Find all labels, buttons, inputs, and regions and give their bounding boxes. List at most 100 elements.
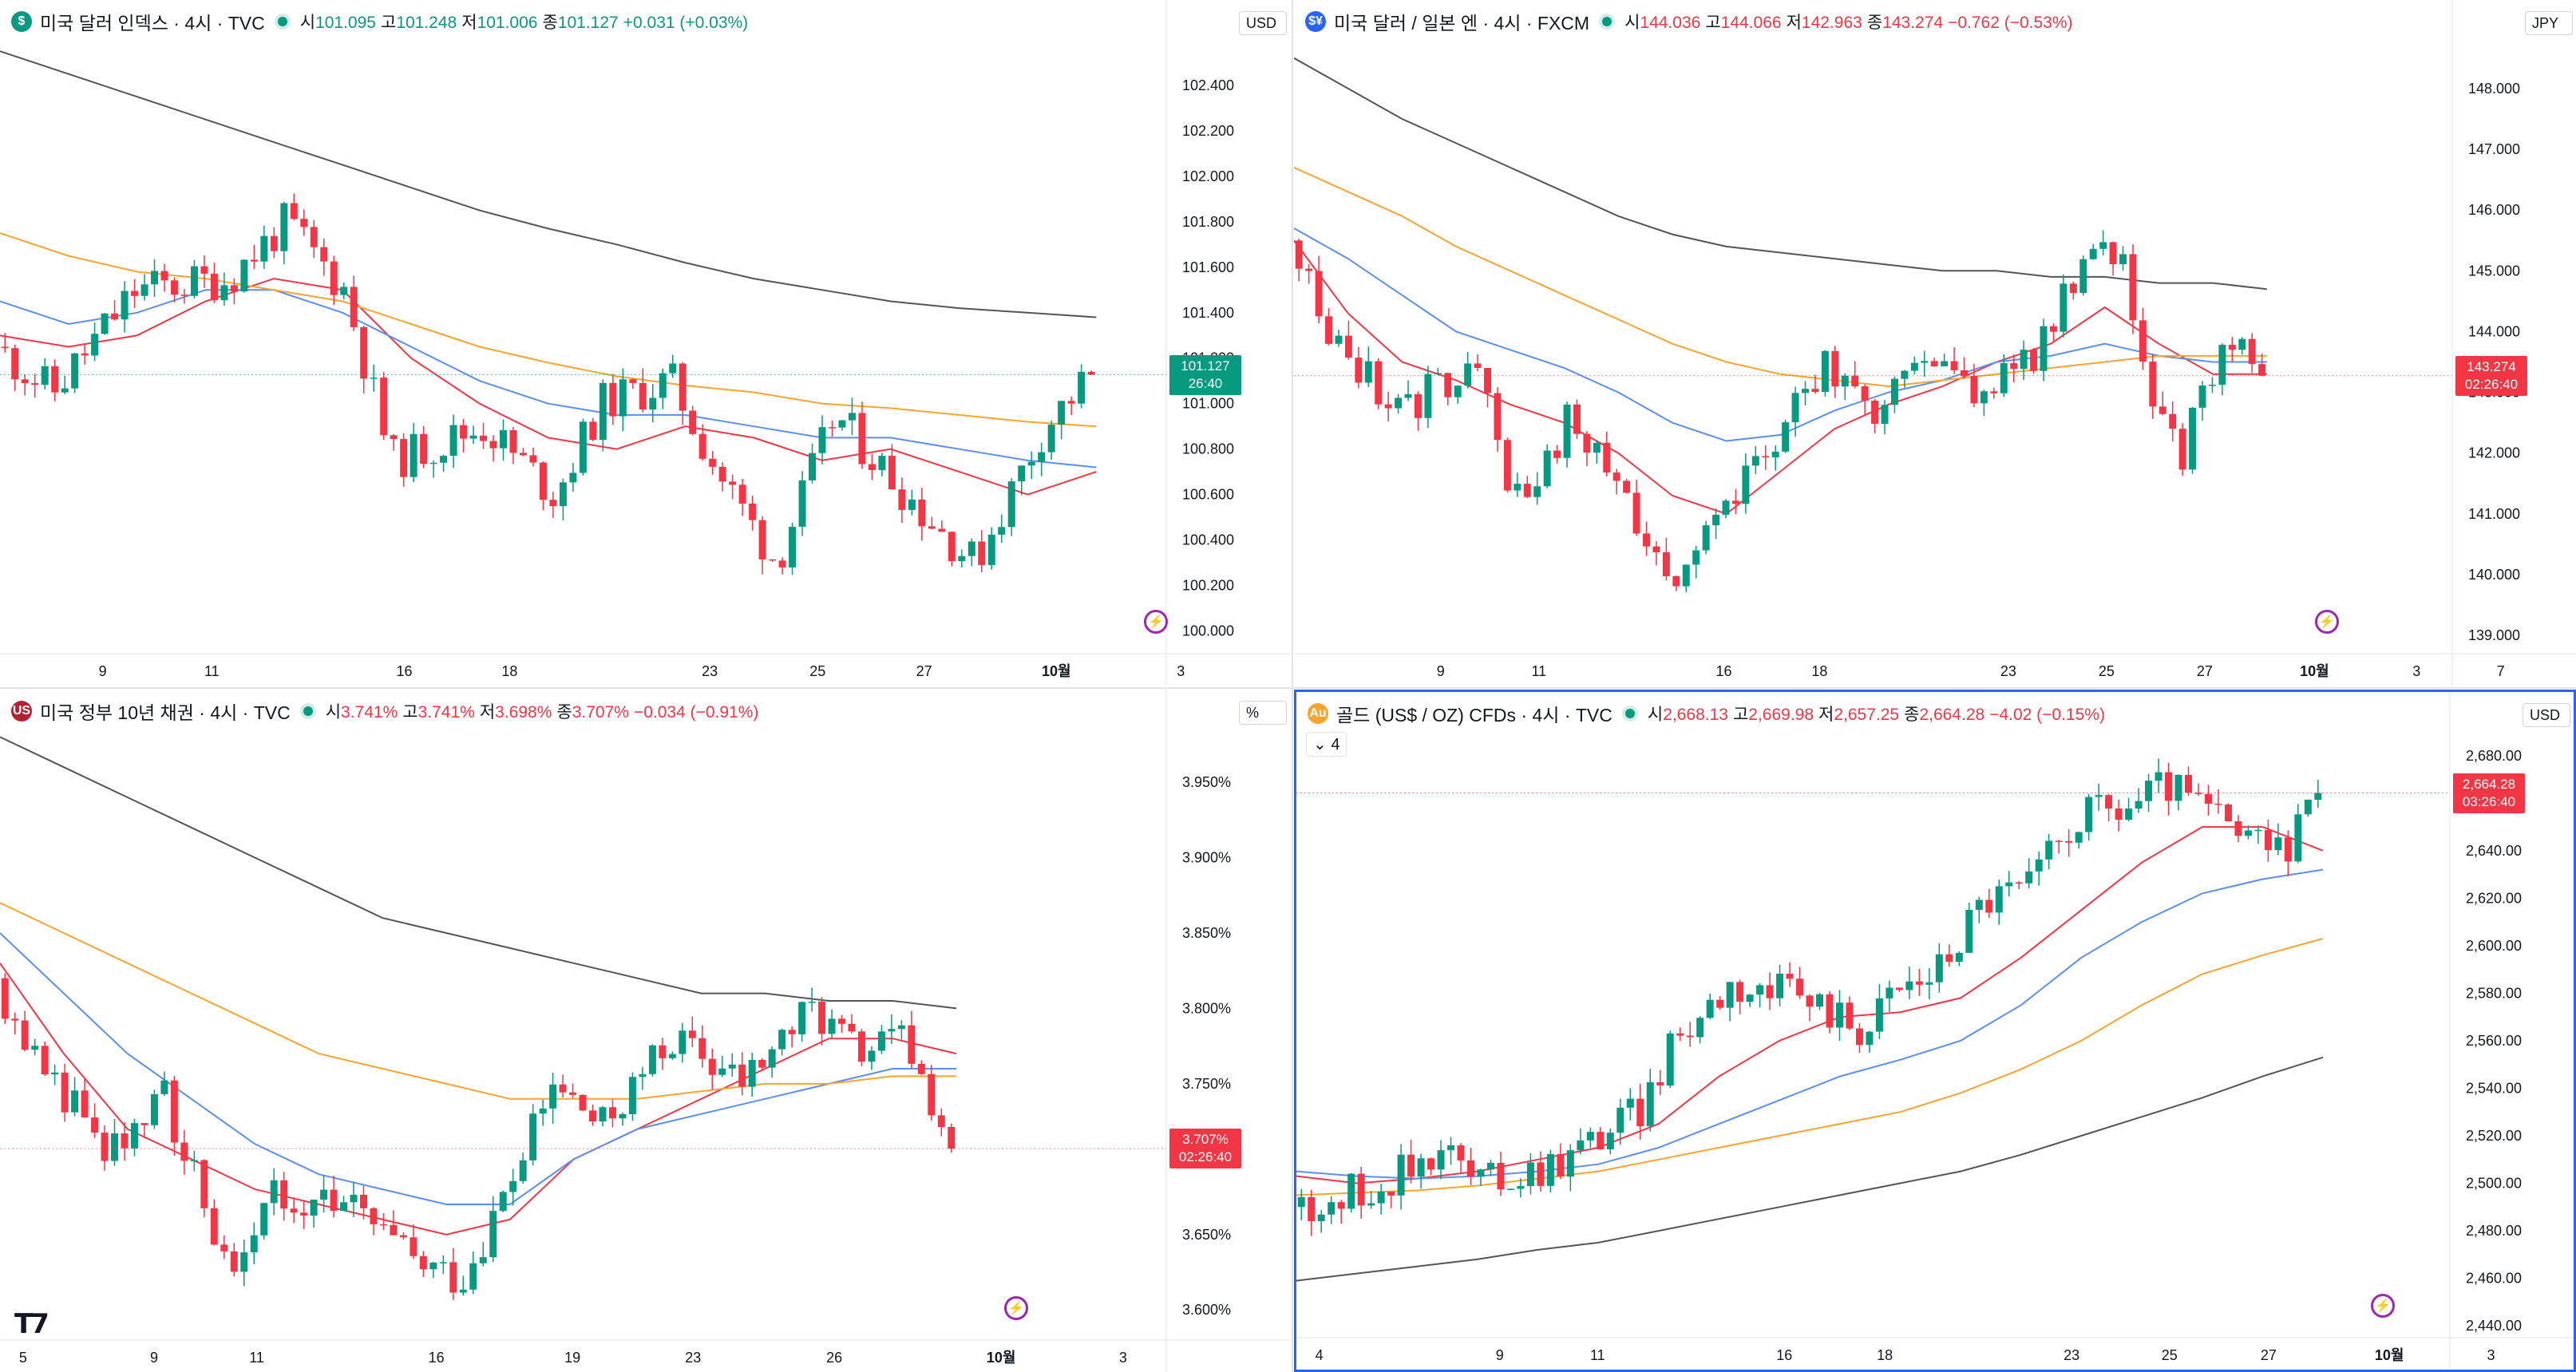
candle-body bbox=[71, 353, 79, 389]
candle-body bbox=[529, 1113, 537, 1160]
candle-body bbox=[250, 259, 258, 262]
chart-pane-gold[interactable]: Au 골드 (US$ / OZ) CFDs · 4시 · TVC 시2,668.13… bbox=[1294, 690, 2576, 1372]
candle-body bbox=[987, 534, 995, 565]
time-tick-label: 3 bbox=[2487, 1347, 2495, 1363]
chart-canvas[interactable]: 2,680.002,660.002,640.002,620.002,600.00… bbox=[1296, 692, 2574, 1370]
tradingview-logo-icon[interactable]: T7 bbox=[14, 1308, 49, 1340]
candle-body bbox=[220, 285, 228, 301]
candle-body bbox=[2095, 795, 2103, 797]
time-tick-label: 9 bbox=[150, 1350, 158, 1366]
candle-body bbox=[668, 1054, 676, 1058]
candle-body bbox=[679, 363, 687, 411]
candle-body bbox=[360, 1194, 367, 1208]
candle-body bbox=[1941, 361, 1949, 367]
candle-body bbox=[420, 433, 428, 465]
candle-body bbox=[798, 1002, 806, 1034]
candle-body bbox=[2228, 344, 2236, 350]
bar-countdown-timer: 02:26:40 bbox=[2464, 376, 2519, 392]
candle-body bbox=[130, 1123, 138, 1149]
time-tick-label: 23 bbox=[2000, 663, 2016, 679]
candle-body bbox=[639, 1073, 647, 1077]
candle-body bbox=[688, 1030, 696, 1038]
candle-body bbox=[51, 366, 59, 393]
candle-body bbox=[1543, 450, 1551, 487]
ohlc-o-label: 시 bbox=[325, 703, 342, 722]
ohlc-l-label: 저 bbox=[479, 703, 496, 722]
price-tick-label: 101.400 bbox=[1182, 305, 1234, 321]
candle-body bbox=[340, 1202, 348, 1211]
candle-body bbox=[1546, 1154, 1554, 1186]
candle-body bbox=[200, 266, 208, 274]
time-tick-label: 4 bbox=[1316, 1347, 1324, 1363]
currency-selector[interactable]: USD bbox=[2523, 703, 2570, 727]
vertical-divider[interactable] bbox=[1292, 0, 1293, 1372]
legend: $ 미국 달러 인덱스 · 4시 · TVC 시101.095 고101.248 저10… bbox=[11, 8, 753, 35]
candle-body bbox=[2055, 840, 2063, 842]
candle-body bbox=[240, 259, 248, 292]
ohlc-c: 101.127 bbox=[557, 14, 619, 32]
lightning-icon[interactable]: ⚡ bbox=[1004, 1296, 1029, 1320]
candle-body bbox=[1297, 1196, 1305, 1208]
chart-pane-dxy[interactable]: $ 미국 달러 인덱스 · 4시 · TVC 시101.095 고101.248 저10… bbox=[0, 0, 1290, 686]
currency-selector[interactable]: JPY bbox=[2525, 11, 2573, 35]
candle-body bbox=[1875, 998, 1883, 1032]
candle-body bbox=[2165, 772, 2173, 801]
candle-body bbox=[140, 284, 148, 296]
moving-average-line bbox=[0, 902, 956, 1100]
time-tick-label: 27 bbox=[2197, 663, 2213, 679]
moving-average-line bbox=[1296, 1056, 2324, 1282]
ohlc-c-label: 종 bbox=[542, 14, 558, 32]
candle-body bbox=[31, 1046, 39, 1050]
lightning-icon[interactable]: ⚡ bbox=[2314, 610, 2339, 634]
time-tick-label: 11 bbox=[204, 663, 220, 679]
candle-body bbox=[2000, 362, 2008, 393]
horizontal-divider[interactable] bbox=[0, 687, 2576, 689]
candle-body bbox=[669, 363, 677, 374]
candle-body bbox=[878, 456, 886, 470]
candle-body bbox=[1666, 1033, 1674, 1086]
time-tick-label: 10월 bbox=[2375, 1347, 2404, 1363]
last-price-value: 143.274 bbox=[2467, 358, 2516, 374]
candle-body bbox=[1826, 994, 1834, 1028]
chart-pane-usdjpy[interactable]: $¥ 미국 달러 / 일본 엔 · 4시 · FXCM 시144.036 고144.0… bbox=[1294, 0, 2576, 686]
candle-body bbox=[1484, 367, 1492, 393]
candle-body bbox=[1317, 1214, 1325, 1221]
candle-body bbox=[2139, 320, 2147, 362]
candle-body bbox=[1686, 1035, 1694, 1038]
moving-average-line bbox=[0, 932, 956, 1205]
price-tick-label: 2,480.00 bbox=[2466, 1223, 2522, 1239]
candle-body bbox=[1731, 500, 1739, 504]
candle-body bbox=[1925, 982, 1933, 985]
chart-canvas[interactable]: 3.950%3.900%3.850%3.800%3.750%3.700%3.65… bbox=[0, 690, 1290, 1372]
candle-body bbox=[838, 1018, 845, 1024]
candle-body bbox=[539, 462, 547, 500]
lightning-icon[interactable]: ⚡ bbox=[1144, 610, 1169, 634]
currency-selector[interactable]: % bbox=[1239, 701, 1287, 725]
chart-canvas[interactable]: 102.400 102.200 102.000 101.800 101.600 101.4… bbox=[0, 0, 1290, 686]
lightning-icon[interactable]: ⚡ bbox=[2371, 1294, 2396, 1318]
candle-body bbox=[928, 526, 936, 529]
indicators-collapse-button[interactable]: ⌄ 4 bbox=[1306, 732, 1347, 757]
candle-body bbox=[1087, 371, 1095, 375]
candle-body bbox=[2159, 406, 2166, 414]
candle-body bbox=[230, 285, 238, 292]
candle-body bbox=[559, 482, 567, 507]
candle-body bbox=[2025, 871, 2033, 884]
chart-pane-us10y[interactable]: US 미국 정부 10년 채권 · 4시 · TVC 시3.741% 고3.741% 저… bbox=[0, 690, 1290, 1372]
candle-body bbox=[1357, 1173, 1365, 1206]
moving-average-line bbox=[0, 289, 1097, 469]
candle-body bbox=[1806, 995, 1814, 1007]
ohlc-o: 144.036 bbox=[1640, 14, 1701, 32]
candle-body bbox=[769, 559, 777, 561]
candle-body bbox=[659, 373, 667, 398]
legend: Au 골드 (US$ / OZ) CFDs · 4시 · TVC 시2,668.13… bbox=[1308, 700, 2110, 727]
chart-canvas[interactable]: 148.000147.000146.000145.000144.000143.0… bbox=[1294, 0, 2576, 686]
currency-selector[interactable]: USD bbox=[1239, 11, 1287, 35]
ohlc-o: 2,668.13 bbox=[1663, 706, 1728, 724]
price-tick-label: 142.000 bbox=[2468, 445, 2520, 461]
candle-body bbox=[2274, 837, 2282, 851]
candle-body bbox=[2258, 364, 2266, 376]
candle-body bbox=[838, 420, 846, 428]
candle-body bbox=[170, 280, 178, 295]
candle-body bbox=[629, 379, 637, 383]
